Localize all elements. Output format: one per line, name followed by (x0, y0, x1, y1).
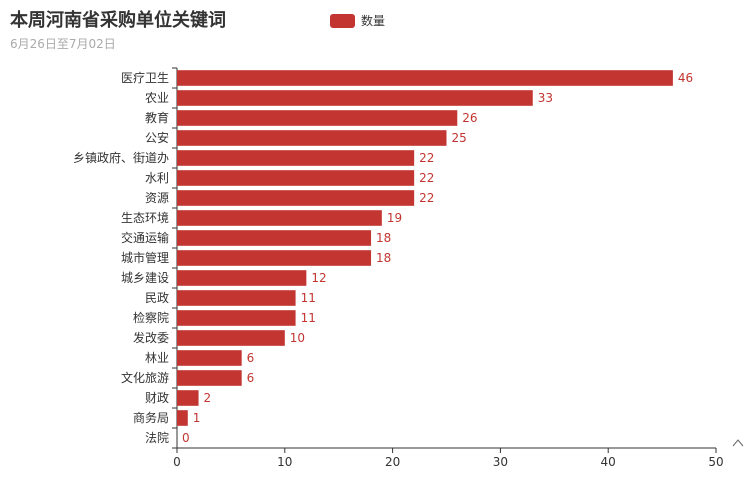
data-label: 0 (182, 431, 190, 445)
bar (177, 190, 415, 206)
data-label: 11 (301, 311, 316, 325)
data-label: 22 (419, 191, 434, 205)
y-tick-label: 教育 (145, 110, 169, 125)
bar (177, 250, 372, 266)
data-label: 18 (376, 231, 391, 245)
data-label: 2 (204, 391, 212, 405)
data-label: 11 (301, 291, 316, 305)
bar (177, 370, 242, 386)
data-label: 1 (193, 411, 201, 425)
bar (177, 90, 533, 106)
data-label: 10 (290, 331, 305, 345)
x-tick-label: 50 (708, 455, 723, 469)
data-label: 22 (419, 151, 434, 165)
y-tick-label: 文化旅游 (121, 370, 169, 385)
y-tick-label: 资源 (145, 191, 169, 205)
data-label: 25 (452, 131, 467, 145)
data-label: 6 (247, 371, 255, 385)
data-label: 22 (419, 171, 434, 185)
data-label: 26 (462, 111, 477, 125)
y-tick-label: 公安 (145, 130, 169, 145)
y-tick-label: 水利 (145, 171, 169, 185)
y-tick-label: 发改委 (133, 330, 169, 345)
bar (177, 270, 307, 286)
y-tick-label: 法院 (145, 431, 169, 445)
legend-swatch (330, 13, 355, 28)
x-tick-label: 30 (493, 455, 508, 469)
chevron-up-icon (732, 439, 744, 447)
legend-label: 数量 (361, 14, 386, 28)
legend-item-quantity[interactable]: 数量 (330, 12, 385, 29)
bar (177, 410, 188, 426)
bar (177, 110, 458, 126)
y-tick-label: 财政 (145, 391, 169, 405)
y-tick-label: 林业 (145, 351, 169, 365)
y-tick-label: 医疗卫生 (121, 71, 169, 85)
bar (177, 230, 372, 246)
bar (177, 130, 447, 146)
x-tick-label: 0 (173, 455, 181, 469)
x-tick-label: 10 (277, 455, 292, 469)
y-tick-label: 农业 (145, 91, 169, 105)
data-label: 6 (247, 351, 255, 365)
y-tick-label: 乡镇政府、街道办 (73, 150, 169, 165)
bar (177, 170, 415, 186)
chart-title: 本周河南省采购单位关键词 (10, 10, 226, 31)
data-label: 12 (311, 271, 326, 285)
data-label: 19 (387, 211, 402, 225)
bar (177, 150, 415, 166)
y-tick-label: 交通运输 (121, 230, 169, 245)
y-tick-label: 生态环境 (121, 210, 169, 225)
data-label: 33 (538, 91, 553, 105)
bar (177, 310, 296, 326)
data-label: 46 (678, 71, 693, 85)
bar (177, 70, 673, 86)
y-tick-label: 检察院 (133, 310, 169, 325)
bar (177, 390, 199, 406)
bar (177, 210, 382, 226)
x-tick-label: 20 (385, 455, 400, 469)
bar (177, 350, 242, 366)
x-tick-label: 40 (601, 455, 616, 469)
y-tick-label: 城市管理 (121, 250, 169, 265)
y-tick-label: 商务局 (133, 410, 169, 425)
chart-subtitle: 6月26日至7月02日 (10, 37, 116, 51)
data-label: 18 (376, 251, 391, 265)
y-tick-label: 民政 (145, 291, 169, 305)
bar (177, 290, 296, 306)
y-tick-label: 城乡建设 (121, 271, 169, 285)
bar (177, 330, 285, 346)
